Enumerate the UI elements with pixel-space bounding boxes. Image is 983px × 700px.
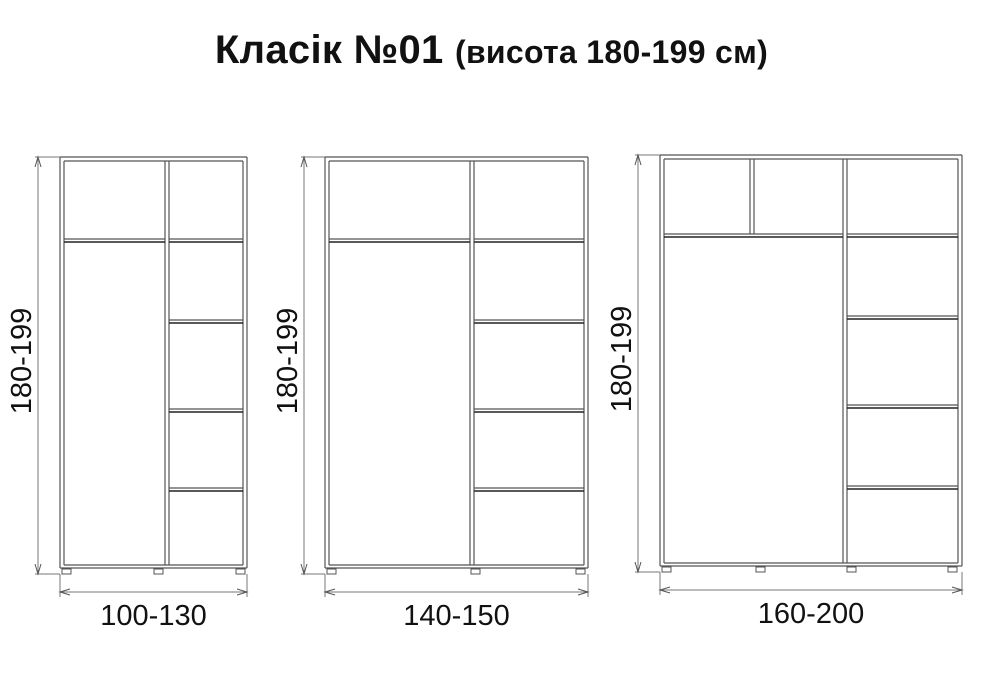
leg	[661, 566, 672, 573]
leg	[326, 568, 337, 575]
title-subtitle: (висота 180-199 см)	[455, 34, 769, 70]
width-label: 160-200	[758, 598, 864, 630]
leg	[575, 568, 586, 575]
arrow-up-icon	[634, 153, 642, 166]
arrow-up-icon	[34, 155, 42, 168]
wardrobe-2: 140-150 180-199	[272, 155, 590, 632]
height-label: 180-199	[606, 306, 638, 412]
width-label: 140-150	[403, 600, 509, 632]
arrow-down-icon	[34, 563, 42, 576]
leg	[947, 566, 958, 573]
leg	[846, 566, 857, 573]
leg	[235, 568, 246, 575]
arrow-up-icon	[300, 155, 308, 168]
arrow-down-icon	[300, 563, 308, 576]
arrow-left-icon	[658, 586, 671, 594]
wardrobe-3: 160-200 180-199	[606, 153, 964, 630]
arrow-left-icon	[58, 588, 71, 596]
height-label: 180-199	[272, 308, 304, 414]
leg	[470, 568, 481, 575]
page-title: Класік №01 (висота 180-199 см)	[0, 28, 983, 73]
arrow-right-icon	[951, 586, 964, 594]
leg	[755, 566, 766, 573]
arrow-right-icon	[577, 588, 590, 596]
wardrobe-1: 100-130 180-199	[6, 155, 249, 632]
arrow-left-icon	[323, 588, 336, 596]
width-label: 100-130	[100, 600, 206, 632]
leg	[61, 568, 72, 575]
height-label: 180-199	[6, 308, 38, 414]
arrow-down-icon	[634, 561, 642, 574]
leg	[153, 568, 164, 575]
arrow-right-icon	[236, 588, 249, 596]
title-main: Класік №01	[214, 28, 444, 72]
